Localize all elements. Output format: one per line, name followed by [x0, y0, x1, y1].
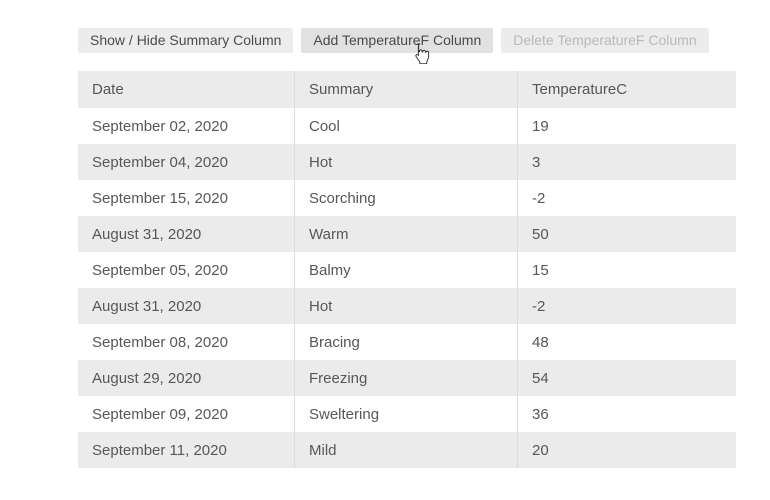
cell-date: September 02, 2020	[92, 117, 228, 135]
cell-summary: Hot	[294, 144, 518, 180]
cell-temperaturec: 54	[517, 360, 736, 396]
table-body: September 02, 2020 Cool 19 September 04, 20…	[78, 108, 736, 468]
cell-temperaturec: 3	[517, 144, 736, 180]
cell-temperaturec: 48	[517, 324, 736, 360]
cell-temperaturec: -2	[517, 288, 736, 324]
cell-summary: Mild	[294, 432, 518, 468]
cell-temperaturec: 36	[517, 396, 736, 432]
table-header: Date Summary TemperatureC	[78, 71, 736, 108]
delete-temperaturef-column-button[interactable]: Delete TemperatureF Column	[501, 28, 709, 53]
cell-temperaturec: 50	[517, 216, 736, 252]
add-temperaturef-column-button[interactable]: Add TemperatureF Column	[301, 28, 494, 53]
table-row: September 04, 2020 Hot 3	[78, 144, 736, 180]
cell-summary: Hot	[294, 288, 518, 324]
cell-date: September 05, 2020	[92, 261, 228, 279]
toolbar: Show / Hide Summary Column Add Temperatu…	[78, 28, 709, 53]
cell-date: August 31, 2020	[92, 225, 202, 243]
cell-date: August 29, 2020	[92, 369, 202, 387]
weather-table: Date Summary TemperatureC September 02, …	[78, 71, 736, 468]
cell-summary: Freezing	[294, 360, 518, 396]
cell-date: September 09, 2020	[92, 405, 228, 423]
cell-temperaturec: 20	[517, 432, 736, 468]
column-header-date: Date	[78, 71, 295, 108]
table-row: August 31, 2020 Hot -2	[78, 288, 736, 324]
cell-temperaturec: -2	[517, 180, 736, 216]
cell-date: September 08, 2020	[92, 333, 228, 351]
table-row: September 08, 2020 Bracing 48	[78, 324, 736, 360]
column-header-summary: Summary	[294, 71, 518, 108]
table-row: August 31, 2020 Warm 50	[78, 216, 736, 252]
cell-summary: Sweltering	[294, 396, 518, 432]
table-row: August 29, 2020 Freezing 54	[78, 360, 736, 396]
column-header-temperaturec: TemperatureC	[517, 71, 736, 108]
table-row: September 02, 2020 Cool 19	[78, 108, 736, 144]
cell-summary: Balmy	[294, 252, 518, 288]
cell-summary: Warm	[294, 216, 518, 252]
table-row: September 05, 2020 Balmy 15	[78, 252, 736, 288]
show-hide-summary-column-button[interactable]: Show / Hide Summary Column	[78, 28, 294, 53]
cell-temperaturec: 19	[517, 108, 736, 144]
table-row: September 15, 2020 Scorching -2	[78, 180, 736, 216]
cell-date: September 15, 2020	[92, 189, 228, 207]
cell-summary: Bracing	[294, 324, 518, 360]
cell-date: September 04, 2020	[92, 153, 228, 171]
table-row: September 11, 2020 Mild 20	[78, 432, 736, 468]
cell-temperaturec: 15	[517, 252, 736, 288]
cell-date: August 31, 2020	[92, 297, 202, 315]
cell-summary: Cool	[294, 108, 518, 144]
cell-date: September 11, 2020	[92, 441, 227, 459]
cell-summary: Scorching	[294, 180, 518, 216]
table-row: September 09, 2020 Sweltering 36	[78, 396, 736, 432]
header-row: Date Summary TemperatureC	[78, 71, 736, 108]
